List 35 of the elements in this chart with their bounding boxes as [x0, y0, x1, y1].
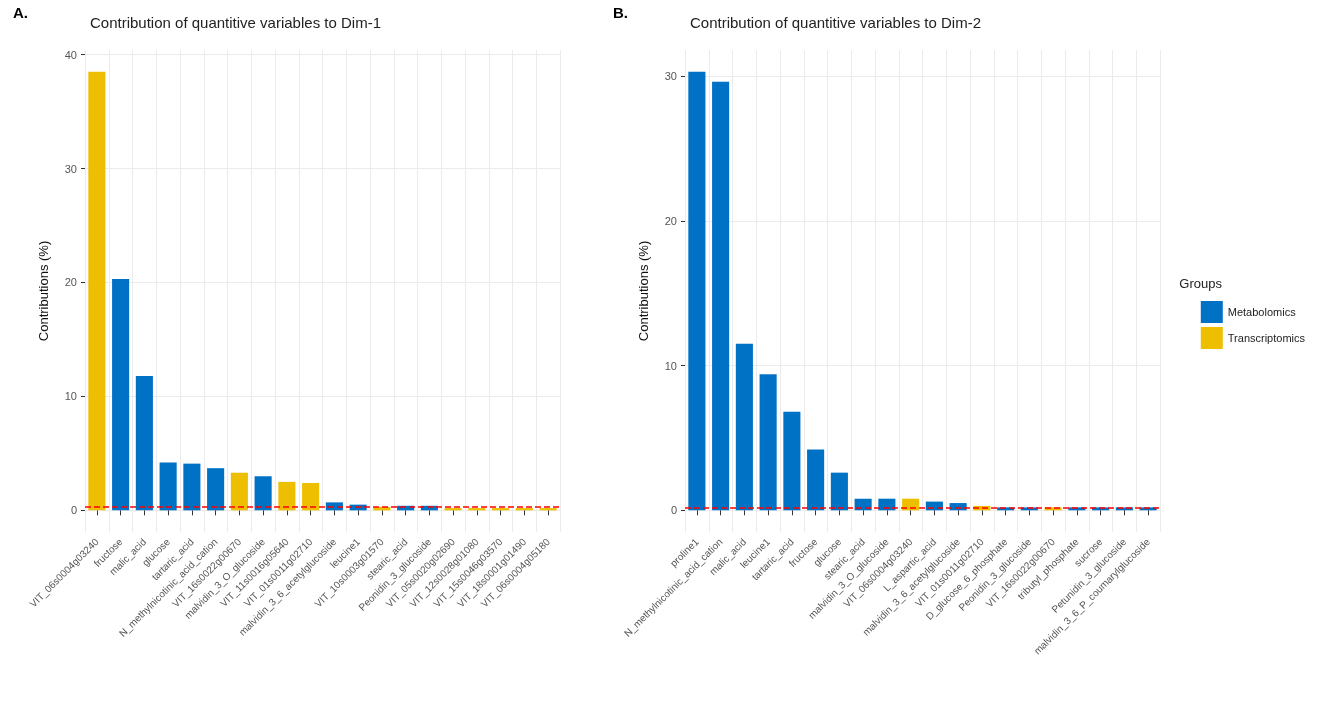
y-tick-label: 10 [664, 359, 677, 372]
y-tick-label: 0 [70, 504, 77, 517]
legend-label: Transcriptomics [1227, 332, 1306, 344]
bar [183, 463, 201, 511]
legend-label: Metabolomics [1227, 306, 1297, 318]
y-tick-label: 20 [664, 214, 677, 227]
bar [159, 462, 177, 511]
bar [783, 411, 801, 511]
bar [278, 481, 296, 511]
bar [230, 472, 248, 511]
y-tick-label: 30 [64, 162, 77, 175]
bar [688, 71, 706, 511]
bar [254, 476, 272, 511]
bar [88, 71, 106, 511]
bar [735, 343, 753, 511]
y-tick-label: 40 [64, 48, 77, 61]
y-tick-label: 20 [64, 276, 77, 289]
chart-title: Contribution of quantitive variables to Dim-1 [90, 14, 381, 31]
bar [759, 374, 777, 511]
text: B. [613, 4, 628, 21]
y-axis-title: Contributions (%) [636, 240, 651, 342]
y-tick-label: 30 [664, 70, 677, 83]
bar [112, 279, 130, 511]
bar [807, 449, 825, 511]
bar [302, 483, 320, 511]
text: A. [13, 4, 28, 21]
bar [830, 472, 848, 511]
y-tick-label: 10 [64, 390, 77, 403]
y-axis-title: Contributions (%) [36, 240, 51, 342]
bar [135, 375, 153, 511]
legend-title: Groups [1179, 276, 1223, 291]
bar [712, 81, 730, 511]
y-tick-label: 0 [670, 504, 677, 517]
chart-title: Contribution of quantitive variables to Dim-2 [690, 14, 981, 31]
bar [207, 468, 225, 511]
